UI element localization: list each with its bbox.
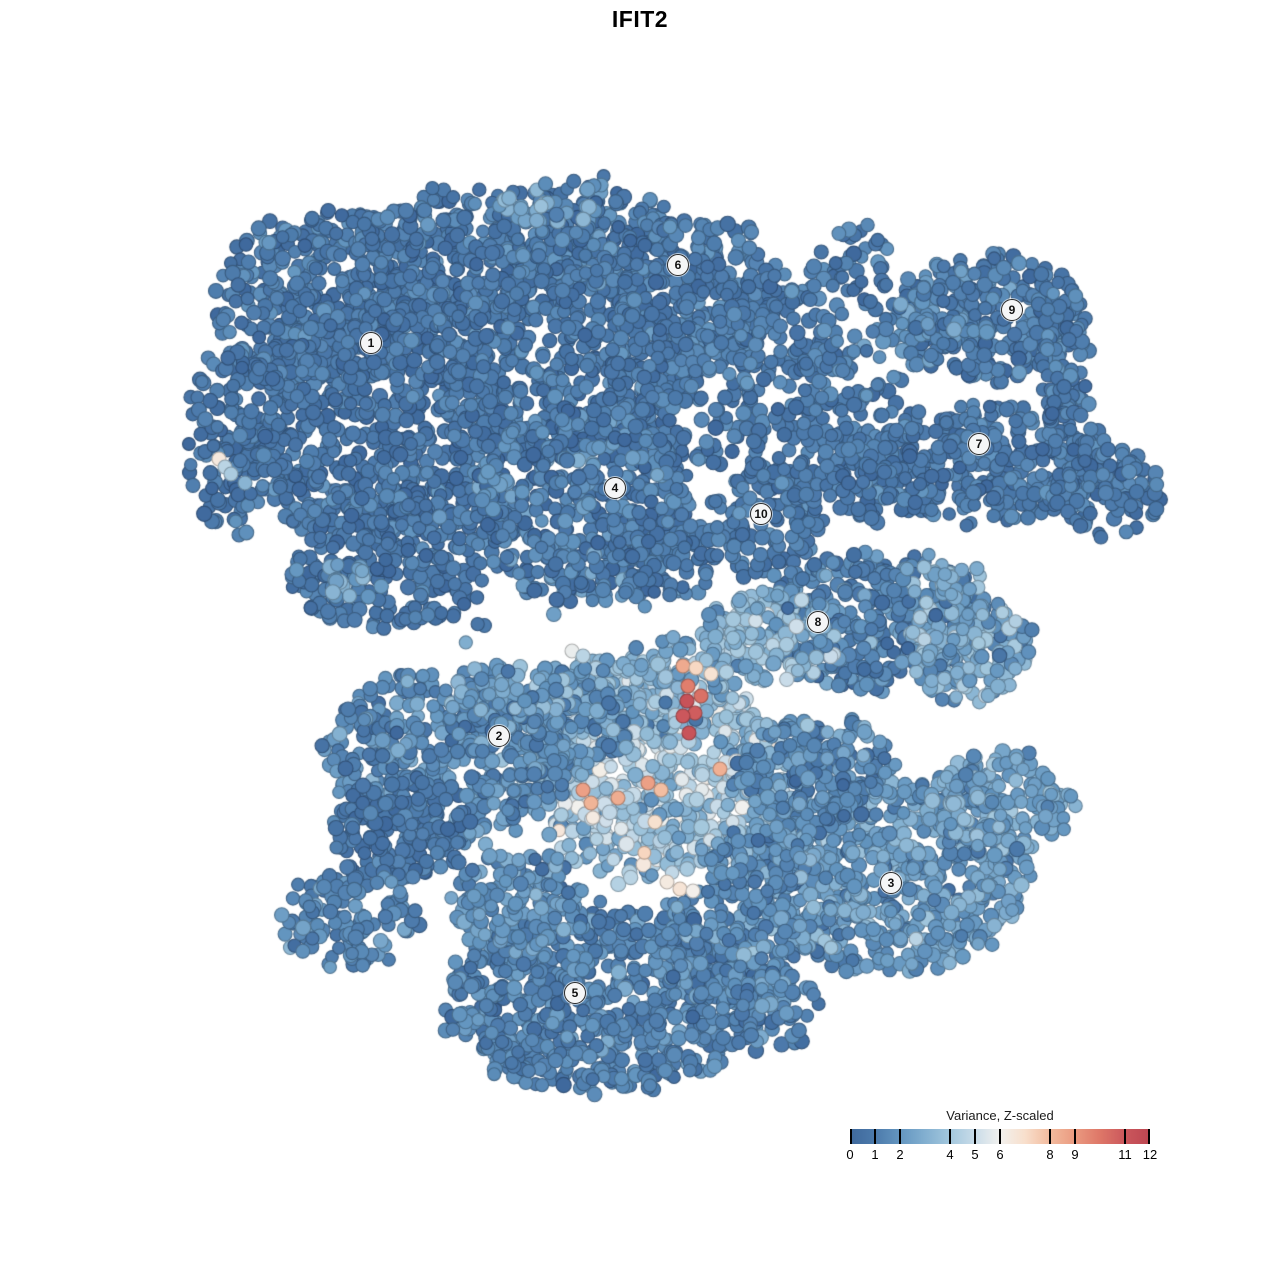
legend-tick-mark: [1074, 1129, 1076, 1144]
legend-tick-label: 2: [896, 1147, 904, 1162]
legend-tick-label: 0: [846, 1147, 854, 1162]
legend-title: Variance, Z-scaled: [946, 1108, 1054, 1123]
legend-tick-mark: [1124, 1129, 1126, 1144]
colorbar-legend: Variance, Z-scaled 0 1 2 4 5 6 8 9 11 12: [846, 1108, 1157, 1163]
legend-tick-label: 11: [1118, 1147, 1132, 1162]
legend-tick-mark: [1148, 1129, 1150, 1144]
legend-tick-mark: [899, 1129, 901, 1144]
legend-tick-labels: 0 1 2 4 5 6 8 9 11 12: [846, 1147, 1157, 1163]
legend-tick-mark: [949, 1129, 951, 1144]
cluster-label-10: 10: [750, 503, 772, 525]
legend-tick-mark: [1049, 1129, 1051, 1144]
cluster-label-9: 9: [1001, 299, 1023, 321]
legend-tick-label: 4: [946, 1147, 954, 1162]
legend-tick-label: 5: [971, 1147, 979, 1162]
legend-tick-label: 9: [1071, 1147, 1079, 1162]
legend-tick-label: 1: [871, 1147, 879, 1162]
cluster-label-6: 6: [667, 254, 689, 276]
legend-tick-mark: [850, 1129, 852, 1144]
cluster-label-7: 7: [968, 433, 990, 455]
cluster-label-2: 2: [488, 725, 510, 747]
legend-tick-label: 6: [996, 1147, 1004, 1162]
legend-tick-mark: [974, 1129, 976, 1144]
legend-tick-label: 12: [1142, 1147, 1158, 1162]
cluster-label-5: 5: [564, 982, 586, 1004]
cluster-label-8: 8: [807, 611, 829, 633]
page-title: IFIT2: [611, 6, 669, 32]
legend-tick-mark: [874, 1129, 876, 1144]
cluster-label-1: 1: [360, 332, 382, 354]
legend-tick-label: 8: [1046, 1147, 1054, 1162]
cluster-label-3: 3: [880, 872, 902, 894]
legend-gradient-bar: [850, 1129, 1150, 1144]
cluster-label-4: 4: [604, 477, 626, 499]
legend-tick-mark: [999, 1129, 1001, 1144]
